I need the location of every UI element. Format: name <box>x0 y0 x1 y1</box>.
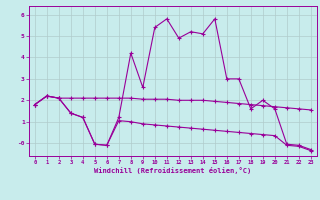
X-axis label: Windchill (Refroidissement éolien,°C): Windchill (Refroidissement éolien,°C) <box>94 167 252 174</box>
